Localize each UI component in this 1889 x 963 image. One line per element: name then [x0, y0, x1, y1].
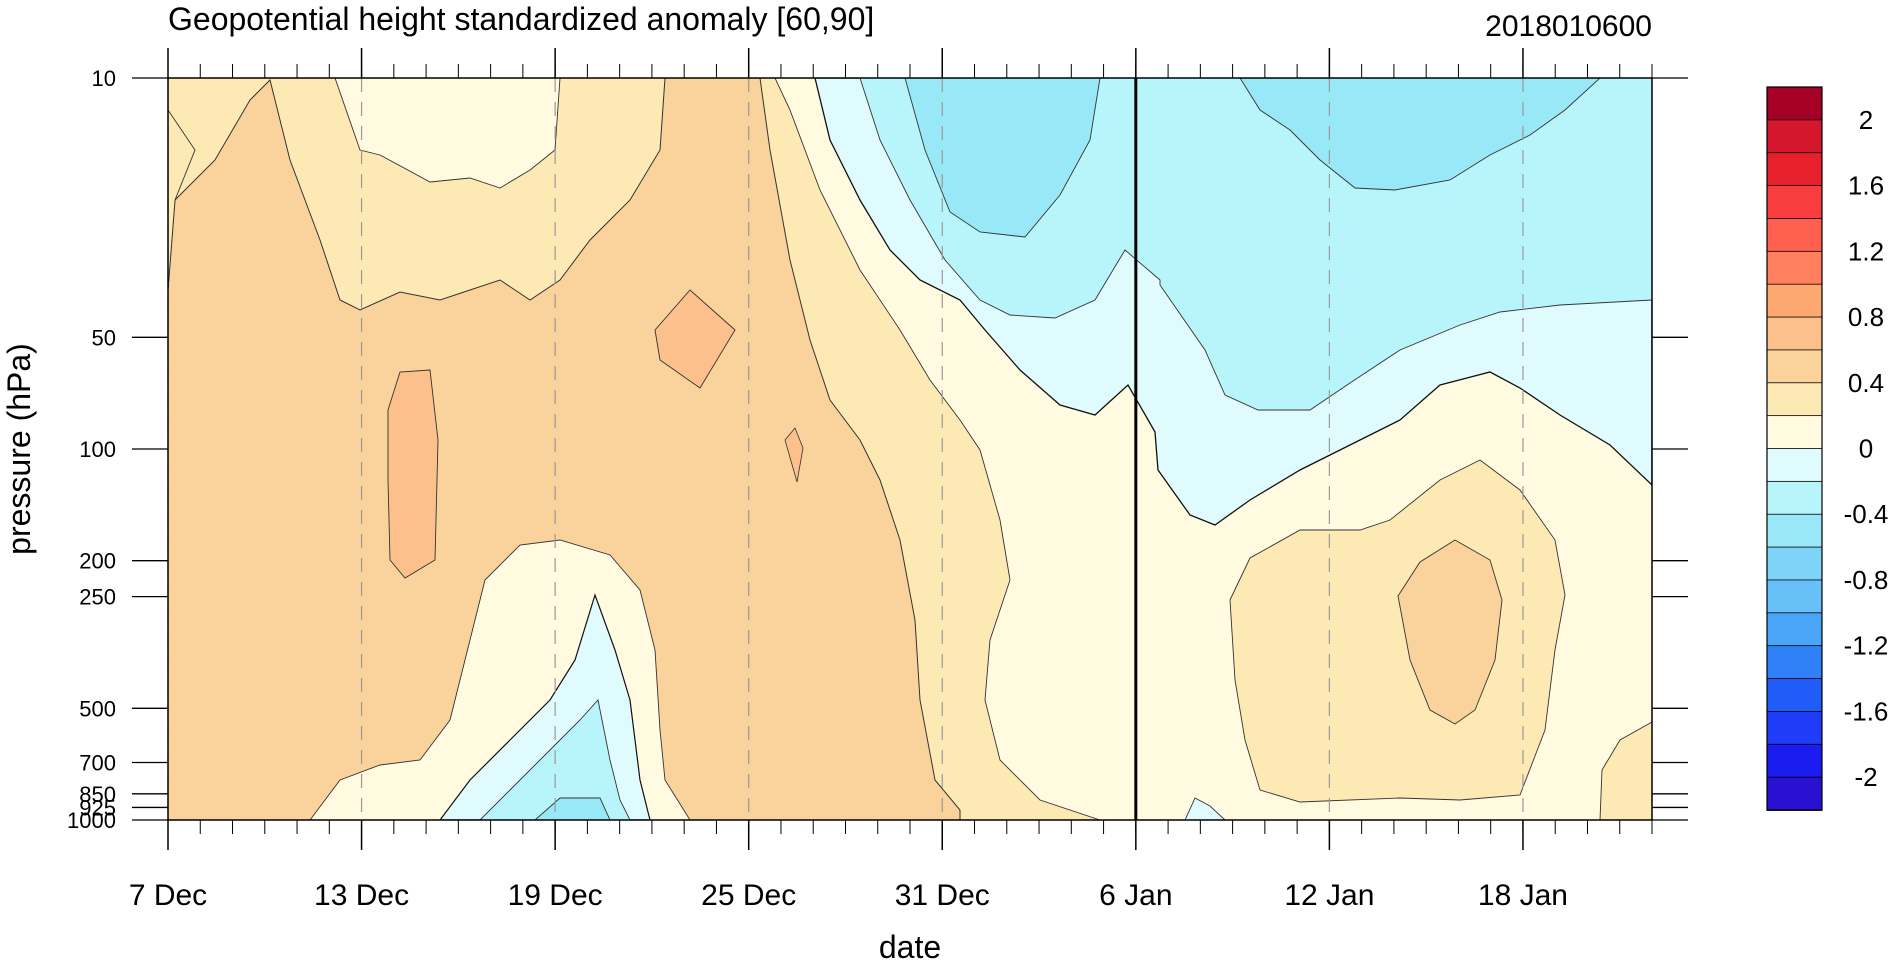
y-axis-label: pressure (hPa)	[1, 343, 37, 555]
colorbar-swatch-10	[1766, 415, 1823, 450]
x-tick-label-4: 31 Dec	[895, 879, 990, 912]
plot-area	[168, 78, 1652, 820]
colorbar-swatch-9	[1766, 382, 1823, 417]
contour-0.8-thin	[784, 427, 804, 483]
y-tick-label-7: 850	[79, 782, 116, 807]
x-axis: 7 Dec 13 Dec 19 Dec 25 Dec 31 Dec 6 Jan 12 Jan…	[129, 48, 1568, 912]
colorbar-swatch-17	[1766, 645, 1823, 680]
colorbar-label-8: -1.2	[1844, 631, 1889, 661]
x-tick-label-3: 25 Dec	[701, 879, 796, 912]
colorbar-swatch-18	[1766, 678, 1823, 713]
colorbar-label-1: 1.6	[1848, 171, 1884, 201]
contour-0.4-corner	[1599, 721, 1652, 820]
colorbar-swatch-21	[1766, 776, 1823, 811]
colorbar-swatch-8	[1766, 349, 1823, 384]
y-tick-label-1: 50	[92, 325, 116, 350]
colorbar-swatch-13	[1766, 513, 1823, 548]
contour-0.8-small	[654, 289, 736, 389]
y-tick-label-6: 700	[79, 751, 116, 776]
y-tick-label-8: 925	[79, 795, 116, 820]
colorbar: 2 1.6 1.2 0.8 0.4 0 -0.4 -0.8 -1.2 -1.6 -2	[1766, 86, 1889, 811]
colorbar-swatch-14	[1766, 546, 1823, 581]
colorbar-swatch-11	[1766, 448, 1823, 483]
y-tick-label-0: 10	[92, 66, 116, 91]
colorbar-frame	[1766, 86, 1823, 811]
colorbar-label-4: 0.4	[1848, 368, 1884, 398]
colorbar-swatch-3	[1766, 185, 1823, 220]
contour-0.6-east	[1397, 539, 1503, 725]
y-tick-label-9: 1000	[67, 808, 116, 833]
x-tick-label-6: 12 Jan	[1284, 879, 1374, 912]
y-tick-label-4: 250	[79, 585, 116, 610]
contour-0.2-top	[334, 78, 561, 189]
x-tick-label-0: 7 Dec	[129, 879, 207, 912]
colorbar-label-10: -2	[1854, 762, 1877, 792]
y-tick-label-3: 200	[79, 549, 116, 574]
colorbar-swatch-16	[1766, 612, 1823, 647]
colorbar-swatch-19	[1766, 711, 1823, 746]
colorbar-swatch-2	[1766, 152, 1823, 187]
y-tick-label-2: 100	[79, 437, 116, 462]
colorbar-swatch-1	[1766, 119, 1823, 154]
colorbar-label-3: 0.8	[1848, 302, 1884, 332]
colorbar-swatch-7	[1766, 316, 1823, 351]
colorbar-label-5: 0	[1859, 434, 1873, 464]
colorbar-swatch-4	[1766, 218, 1823, 253]
x-tick-label-2: 19 Dec	[508, 879, 603, 912]
colorbar-swatch-12	[1766, 480, 1823, 516]
x-tick-label-5: 6 Jan	[1099, 879, 1172, 912]
colorbar-label-2: 1.2	[1848, 236, 1884, 266]
colorbar-label-7: -0.8	[1844, 565, 1889, 595]
timestamp-label: 2018010600	[1485, 10, 1652, 43]
contour-neg0.6-east-b	[1239, 78, 1601, 191]
x-axis-label: date	[879, 929, 941, 963]
colorbar-swatch-0	[1766, 86, 1823, 121]
contour-neg0.6-lower	[534, 797, 611, 820]
y-tick-label-5: 500	[79, 696, 116, 721]
contour-neg0.2-nub	[1184, 797, 1226, 820]
contour-neg0.6-east-a	[904, 78, 1101, 238]
colorbar-swatch-5	[1766, 250, 1823, 286]
contour-0.8-inner	[387, 369, 439, 579]
contour-0.4-east	[1229, 459, 1566, 803]
contour-0.6-west	[168, 78, 961, 820]
colorbar-swatch-15	[1766, 579, 1823, 614]
colorbar-label-0: 2	[1859, 105, 1873, 135]
colorbar-label-6: -0.4	[1844, 499, 1889, 529]
colorbar-swatch-6	[1766, 283, 1823, 318]
colorbar-label-9: -1.6	[1844, 696, 1889, 726]
contour-0.4-island	[168, 109, 196, 291]
x-tick-label-1: 13 Dec	[314, 879, 409, 912]
x-tick-label-7: 18 Jan	[1478, 879, 1568, 912]
chart-title: Geopotential height standardized anomaly…	[168, 1, 874, 37]
colorbar-swatch-20	[1766, 743, 1823, 779]
